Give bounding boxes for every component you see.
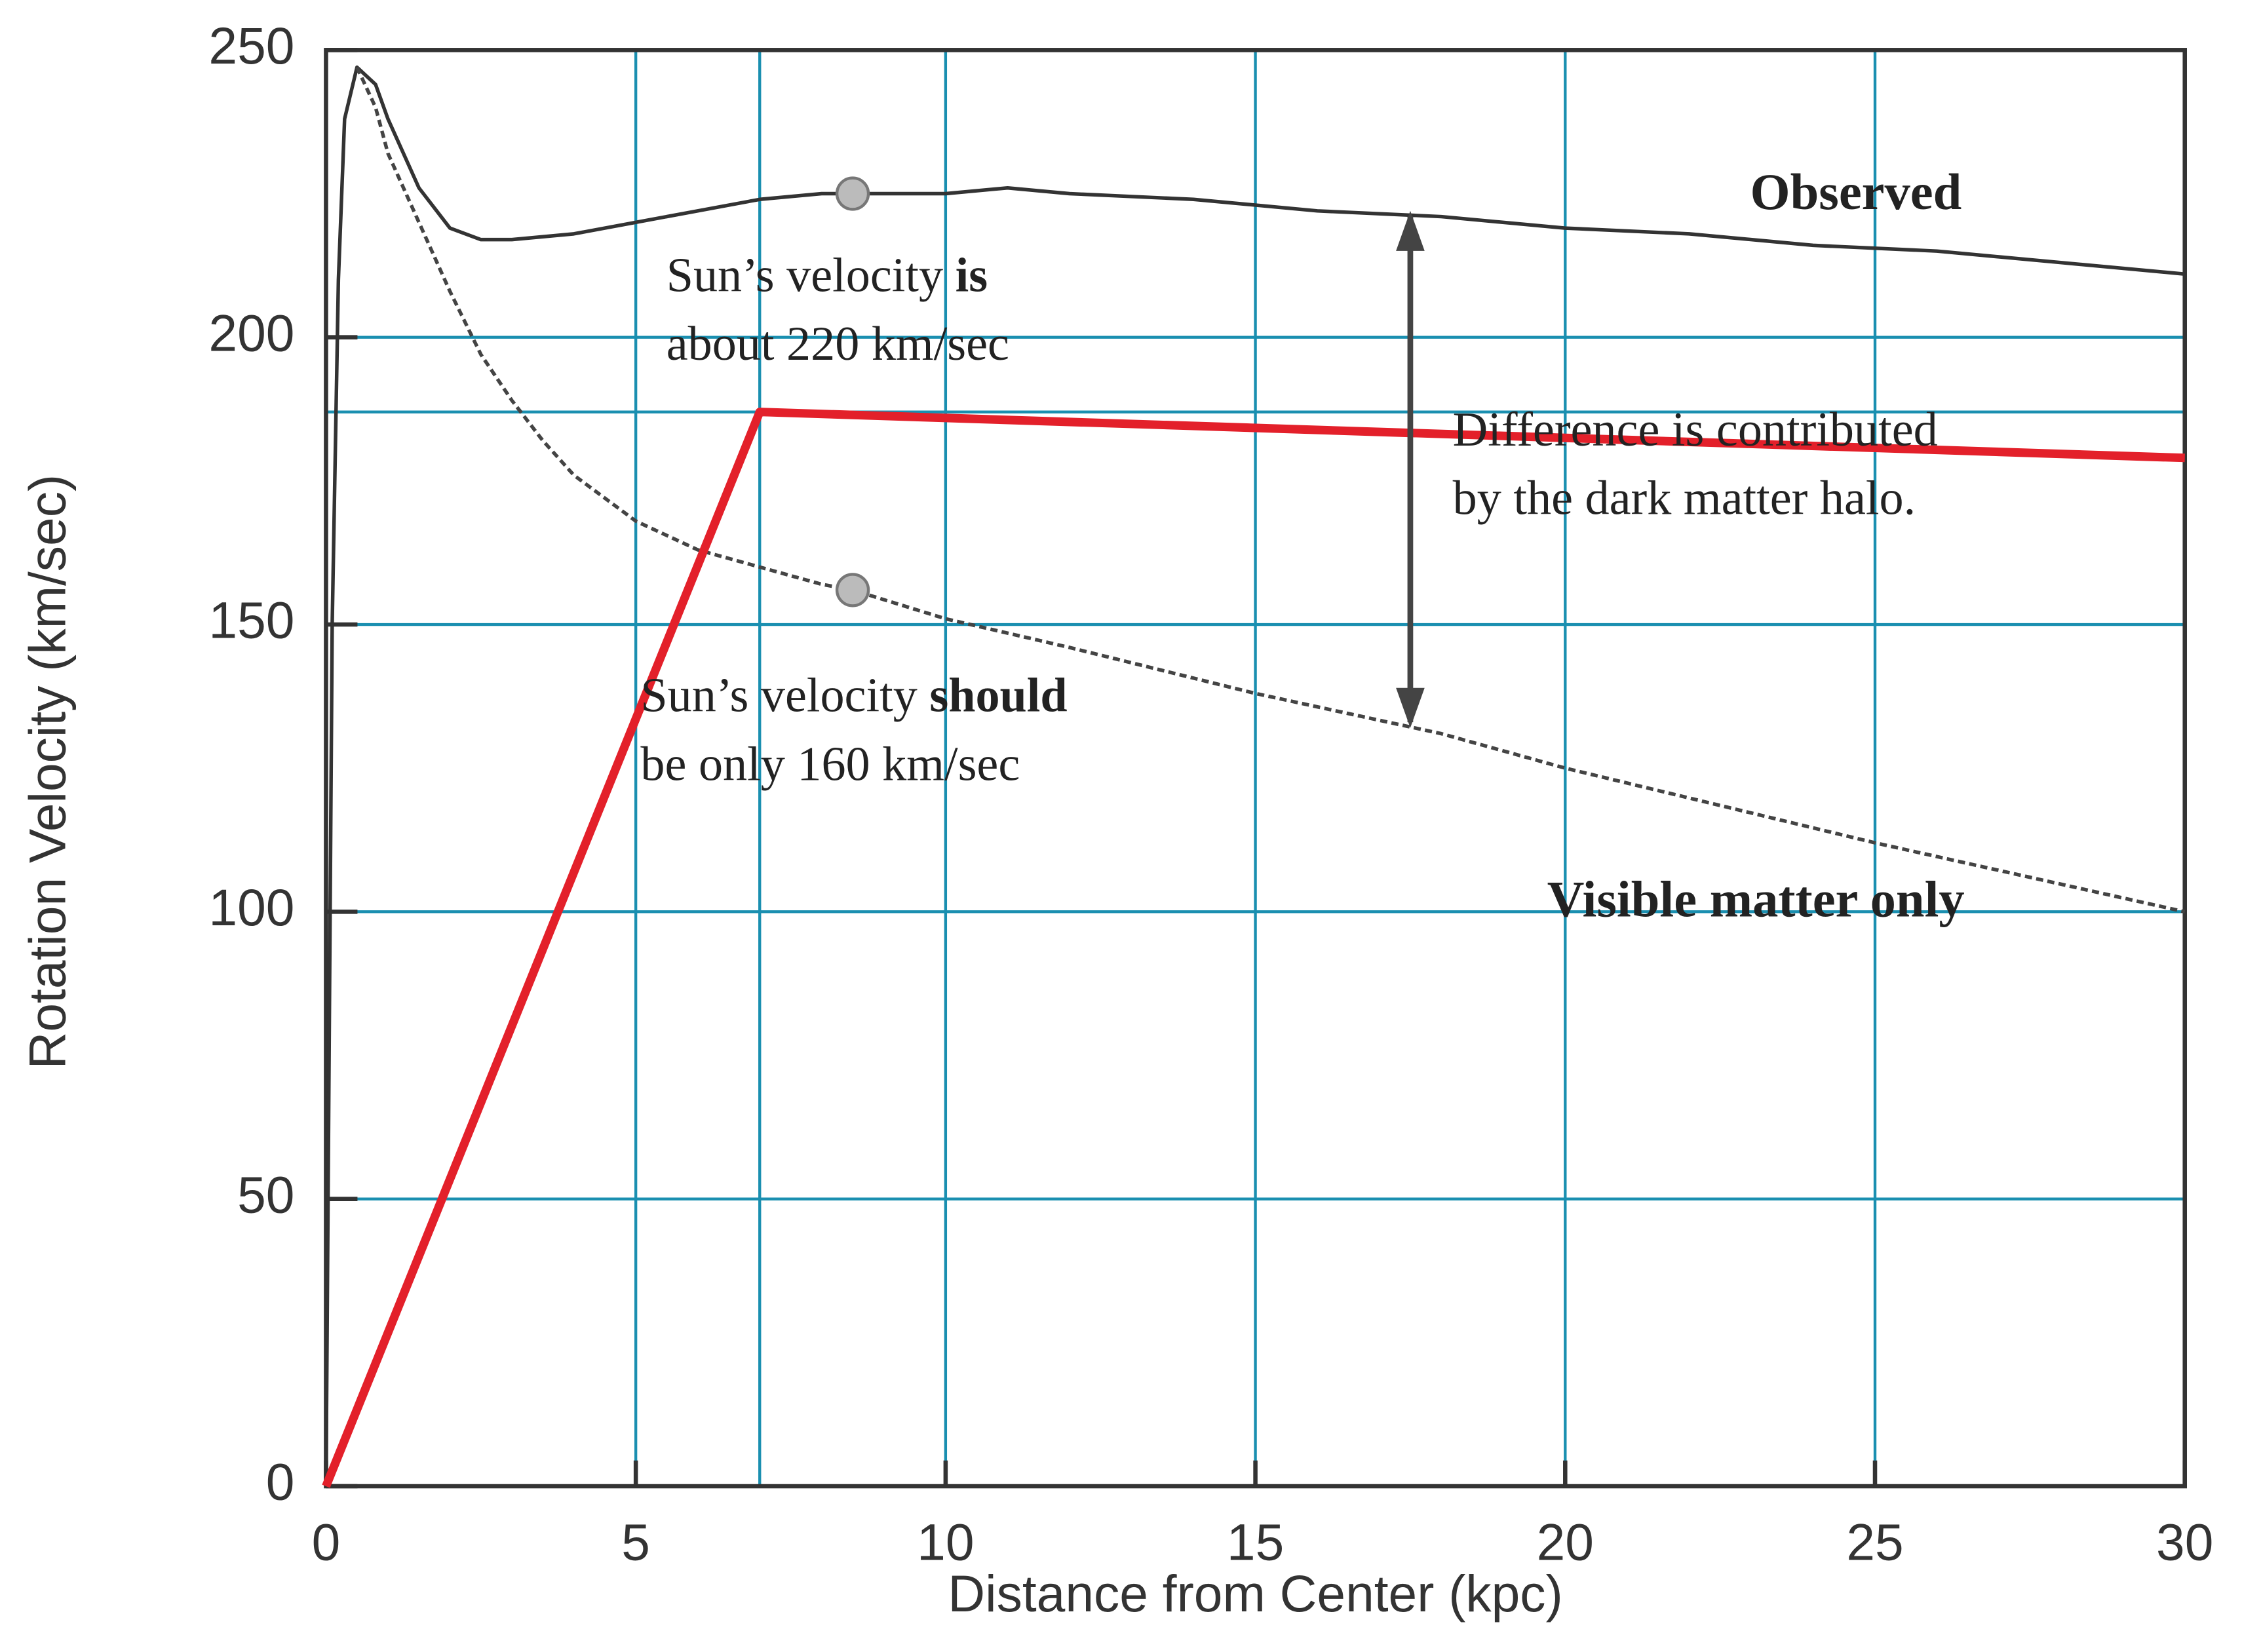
- series-label: Observed: [1750, 163, 1962, 220]
- x-tick-label: 5: [621, 1513, 650, 1571]
- plot-frame: [324, 48, 2188, 1489]
- arrow-head: [1396, 687, 1425, 728]
- annotation: about 220 km/sec: [667, 317, 1009, 371]
- y-tick-label: 100: [208, 879, 294, 936]
- x-tick-label: 15: [1227, 1513, 1284, 1571]
- x-axis-title: Distance from Center (kpc): [948, 1565, 1562, 1623]
- series-line: [322, 408, 2185, 1488]
- annotation: by the dark matter halo.: [1453, 472, 1916, 526]
- x-tick-label: 25: [1846, 1513, 1903, 1571]
- series-line: [324, 65, 2185, 1487]
- x-tick-label: 20: [1537, 1513, 1594, 1571]
- y-tick-label: 0: [266, 1453, 295, 1511]
- y-axis-title: Rotation Velocity (km/sec): [18, 474, 76, 1069]
- annotation-text: Difference is contributed: [1453, 403, 1938, 457]
- arrow-head: [1396, 210, 1425, 251]
- y-tick-label: 250: [208, 17, 294, 75]
- annotation-text: by the dark matter halo.: [1453, 472, 1916, 526]
- annotation-text: be only 160 km/sec: [640, 737, 1020, 791]
- sun-marker: [835, 573, 870, 607]
- series-line: [355, 66, 2186, 914]
- y-tick-label: 150: [208, 592, 294, 649]
- annotation-text: Sun’s velocity: [667, 248, 956, 302]
- y-tick-label: 200: [208, 304, 294, 362]
- annotation: Sun’s velocity is: [667, 248, 988, 302]
- x-tick-label: 0: [312, 1513, 341, 1571]
- sun-marker: [835, 176, 870, 211]
- series-label: Visible matter only: [1547, 870, 1965, 927]
- annotation-text: should: [929, 669, 1067, 723]
- x-tick-label: 30: [2156, 1513, 2213, 1571]
- annotation: Sun’s velocity should: [640, 669, 1067, 723]
- annotation-text: Sun’s velocity: [640, 669, 929, 723]
- annotation: be only 160 km/sec: [640, 737, 1020, 791]
- annotation-text: is: [956, 248, 988, 302]
- y-tick-label: 50: [237, 1166, 294, 1223]
- x-tick-label: 10: [917, 1513, 974, 1571]
- annotation: Difference is contributed: [1453, 403, 1938, 457]
- annotation-text: about 220 km/sec: [667, 317, 1009, 371]
